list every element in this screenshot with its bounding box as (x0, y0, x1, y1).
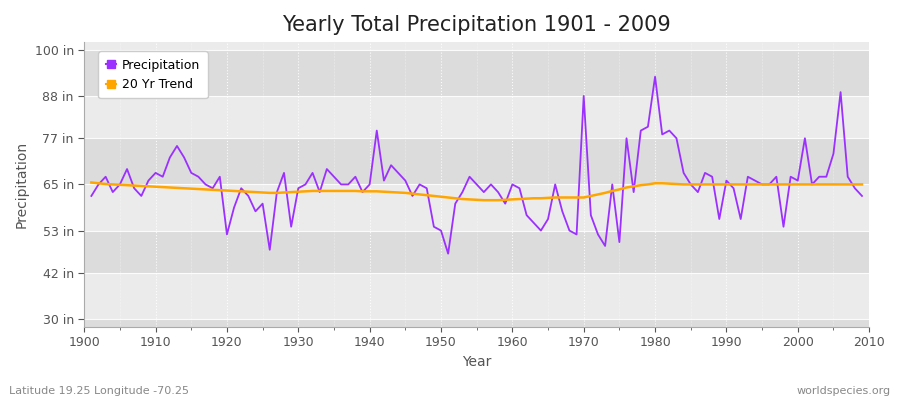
Legend: Precipitation, 20 Yr Trend: Precipitation, 20 Yr Trend (98, 51, 208, 98)
Precipitation (86, 194, 97, 198)
20 Yr Trend (479, 198, 490, 202)
Bar (85, 50, 869, 96)
Precipitation (343, 182, 354, 187)
Precipitation (507, 182, 517, 187)
Precipitation (143, 178, 154, 183)
Line: 20 Yr Trend: 20 Yr Trend (92, 182, 862, 200)
20 Yr Trend (343, 188, 354, 193)
Bar (85, 230, 869, 273)
Bar (85, 273, 869, 319)
Precipitation (857, 194, 868, 198)
20 Yr Trend (514, 197, 525, 202)
Bar (85, 319, 869, 327)
Precipitation (514, 186, 525, 191)
20 Yr Trend (857, 182, 868, 187)
Precipitation (650, 74, 661, 79)
Precipitation (300, 182, 310, 187)
Text: Latitude 19.25 Longitude -70.25: Latitude 19.25 Longitude -70.25 (9, 386, 189, 396)
Bar (85, 184, 869, 230)
X-axis label: Year: Year (462, 355, 491, 369)
20 Yr Trend (599, 190, 610, 195)
20 Yr Trend (86, 180, 97, 185)
Bar (85, 42, 869, 50)
Precipitation (443, 251, 454, 256)
20 Yr Trend (143, 184, 154, 189)
Y-axis label: Precipitation: Precipitation (15, 141, 29, 228)
Bar (85, 138, 869, 184)
Text: worldspecies.org: worldspecies.org (796, 386, 891, 396)
Line: Precipitation: Precipitation (92, 77, 862, 254)
Title: Yearly Total Precipitation 1901 - 2009: Yearly Total Precipitation 1901 - 2009 (283, 15, 671, 35)
Precipitation (599, 244, 610, 248)
20 Yr Trend (507, 197, 517, 202)
20 Yr Trend (300, 189, 310, 194)
Bar (85, 96, 869, 138)
